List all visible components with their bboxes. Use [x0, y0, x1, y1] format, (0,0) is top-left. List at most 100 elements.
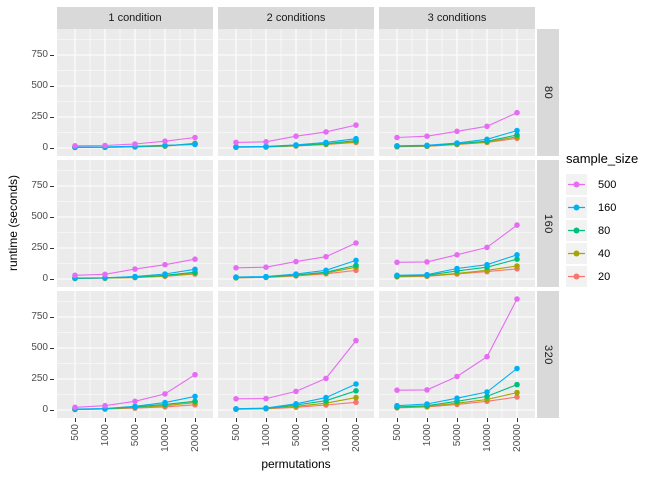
x-tick-label: 5000 — [452, 424, 463, 447]
data-point-500 — [323, 129, 329, 135]
data-point-500 — [233, 139, 239, 146]
x-tick-label: 10000 — [482, 424, 493, 452]
data-point-80 — [514, 132, 520, 138]
data-point-500 — [454, 252, 460, 258]
data-point-500 — [263, 264, 269, 270]
data-point-500 — [514, 109, 520, 116]
x-tick-label: 10000 — [160, 424, 171, 452]
facet-row-strip-label: 80 — [542, 85, 554, 100]
data-point-500 — [293, 388, 299, 395]
data-point-160 — [394, 402, 400, 409]
data-point-160 — [454, 140, 460, 146]
data-point-160 — [454, 265, 460, 272]
data-point-80 — [514, 256, 520, 262]
data-point-500 — [72, 272, 78, 279]
x-tick-mark — [326, 418, 327, 422]
data-point-20 — [353, 399, 359, 406]
legend-key-swatch — [566, 266, 587, 287]
facet-col-strip-label: 3 conditions — [427, 12, 487, 24]
facet-panel-80-3-conditions — [379, 29, 535, 156]
data-point-500 — [263, 139, 269, 145]
x-tick-mark — [397, 418, 398, 422]
x-tick-mark — [236, 418, 237, 422]
legend-entry-label: 20 — [598, 270, 611, 283]
legend-key-glyph-icon — [568, 181, 585, 188]
facet-panel-320-3-conditions — [379, 291, 535, 418]
data-point-160 — [484, 136, 490, 143]
data-point-160 — [263, 143, 269, 150]
data-point-160 — [454, 395, 460, 401]
x-tick-mark — [266, 418, 267, 422]
y-tick-label: 0 — [42, 142, 48, 153]
data-point-160 — [132, 403, 138, 410]
data-point-80 — [353, 388, 359, 394]
data-point-160 — [162, 142, 168, 149]
legend-entry-80: 80 — [566, 220, 610, 241]
data-point-160 — [293, 401, 299, 407]
data-point-40 — [514, 389, 520, 396]
data-point-500 — [293, 258, 299, 265]
y-tick-label: 250 — [31, 242, 48, 253]
y-tick-mark — [50, 186, 54, 187]
legend-entry-500: 500 — [566, 174, 616, 195]
data-point-500 — [162, 391, 168, 397]
legend-entry-label: 40 — [598, 247, 611, 260]
x-tick-label: 20000 — [512, 424, 523, 452]
facet-panel-160-2-conditions — [218, 160, 374, 287]
facet-row-strip-label: 160 — [542, 213, 554, 234]
y-tick-label: 0 — [42, 404, 48, 415]
data-point-500 — [72, 404, 78, 411]
data-point-160 — [162, 399, 168, 406]
facet-row-strip-320: 320 — [537, 291, 559, 418]
y-tick-label: 500 — [31, 342, 48, 353]
facet-row-strip-80: 80 — [537, 29, 559, 156]
legend-key-swatch — [566, 197, 587, 218]
data-point-500 — [484, 123, 490, 130]
data-point-160 — [424, 271, 430, 278]
data-point-160 — [233, 274, 239, 280]
data-point-500 — [162, 261, 168, 268]
data-point-500 — [263, 395, 269, 402]
data-point-500 — [102, 402, 108, 409]
data-point-500 — [424, 259, 430, 265]
y-tick-mark — [50, 348, 54, 349]
data-point-500 — [484, 353, 490, 360]
x-tick-label: 500 — [392, 424, 403, 441]
data-point-160 — [132, 273, 138, 280]
data-point-160 — [233, 406, 239, 412]
data-point-500 — [233, 396, 239, 402]
data-point-160 — [263, 273, 269, 280]
data-point-500 — [424, 133, 430, 139]
data-point-500 — [132, 266, 138, 272]
data-point-160 — [514, 252, 520, 258]
x-tick-label: 20000 — [351, 424, 362, 452]
x-tick-label: 5000 — [291, 424, 302, 447]
y-tick-mark — [50, 317, 54, 318]
data-point-160 — [484, 261, 490, 268]
y-tick-label: 750 — [31, 311, 48, 322]
facet-col-strip-label: 2 conditions — [266, 12, 326, 24]
facet-panel-80-1-condition — [57, 29, 213, 156]
y-tick-mark — [50, 379, 54, 380]
data-point-160 — [192, 266, 198, 273]
data-point-500 — [394, 259, 400, 266]
data-point-500 — [132, 141, 138, 147]
facet-col-strip-1: 1 condition — [57, 7, 213, 29]
y-tick-mark — [50, 117, 54, 118]
facet-panel-320-2-conditions — [218, 291, 374, 418]
facet-col-strip-2: 2 conditions — [218, 7, 374, 29]
data-point-20 — [514, 394, 520, 400]
data-point-40 — [353, 394, 359, 401]
data-point-500 — [72, 143, 78, 149]
data-point-500 — [514, 222, 520, 228]
data-point-500 — [293, 133, 299, 139]
data-point-160 — [323, 139, 329, 146]
legend-key-swatch — [566, 243, 587, 264]
x-tick-mark — [356, 418, 357, 422]
x-tick-mark — [487, 418, 488, 422]
legend-key-swatch — [566, 174, 587, 195]
data-point-500 — [323, 375, 329, 382]
data-point-500 — [353, 240, 359, 246]
y-tick-mark — [50, 55, 54, 56]
